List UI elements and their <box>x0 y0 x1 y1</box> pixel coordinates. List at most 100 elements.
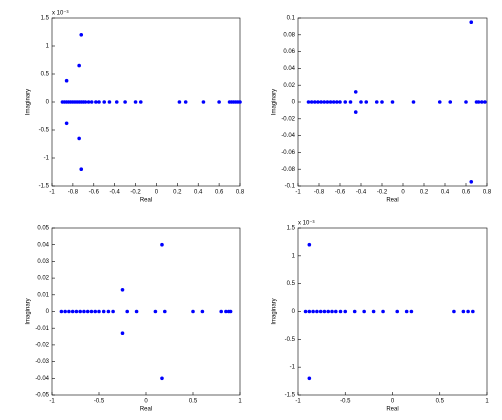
x-tick-label: -0.4 <box>356 190 367 196</box>
point <box>67 309 71 314</box>
point <box>201 100 206 104</box>
y-tick-label: -0.05 <box>35 393 49 399</box>
point <box>86 100 91 104</box>
point <box>343 100 348 104</box>
point <box>452 309 456 314</box>
y-tick-label: -0.08 <box>281 167 295 173</box>
y-tick-label: 0 <box>292 309 296 315</box>
y-tick-label: 0.06 <box>283 49 295 55</box>
point <box>183 100 188 104</box>
x-tick-label: 0.5 <box>189 399 198 405</box>
point <box>177 100 182 104</box>
x-tick-label: -0.6 <box>335 190 346 196</box>
x-tick-label: 0 <box>155 190 159 196</box>
y-tick-label: 0.5 <box>287 281 296 287</box>
point <box>353 90 358 94</box>
point <box>464 100 468 104</box>
point <box>353 110 358 114</box>
point <box>111 309 115 314</box>
point <box>381 309 385 314</box>
point <box>83 100 88 104</box>
point <box>322 309 327 314</box>
point <box>102 100 107 104</box>
point <box>483 100 487 104</box>
point <box>200 309 205 314</box>
point <box>469 180 474 184</box>
x-tick-label: -0.8 <box>314 190 325 196</box>
point <box>238 100 242 104</box>
point <box>120 287 125 292</box>
point <box>313 100 317 104</box>
point <box>82 309 86 314</box>
x-tick-label: -1 <box>49 399 55 405</box>
x-tick-label: -0.4 <box>109 190 120 196</box>
point <box>330 309 334 314</box>
point <box>395 309 400 314</box>
x-tick-label: 0.6 <box>215 190 224 196</box>
point <box>338 100 342 104</box>
point <box>77 63 81 68</box>
y-exponent: x 10⁻³ <box>52 11 69 17</box>
point <box>228 309 233 314</box>
x-tick-label: -0.5 <box>94 399 105 405</box>
y-tick-label: -1 <box>44 156 50 162</box>
y-tick-label: -0.03 <box>35 359 49 365</box>
point <box>352 309 357 314</box>
y-tick-label: -0.1 <box>285 184 296 190</box>
y-tick-label: -1 <box>290 365 296 371</box>
point <box>307 309 312 314</box>
x-tick-label: -0.5 <box>340 399 351 405</box>
point <box>318 309 323 314</box>
y-tick-label: -1.5 <box>285 393 296 399</box>
y-tick-label: -0.04 <box>35 376 49 382</box>
point <box>79 167 84 171</box>
point <box>64 121 69 126</box>
y-tick-label: -0.02 <box>35 342 49 348</box>
y-tick-label: 0 <box>292 100 296 106</box>
point <box>374 100 379 104</box>
x-axis-label: Real <box>386 407 398 413</box>
y-tick-label: 0 <box>46 309 50 315</box>
point <box>93 309 98 314</box>
x-tick-label: 1 <box>485 399 489 405</box>
point <box>326 309 331 314</box>
point <box>322 100 327 104</box>
point <box>362 309 366 314</box>
point <box>89 100 94 104</box>
point <box>448 100 453 104</box>
point <box>217 100 221 104</box>
x-tick-label: 0.6 <box>462 190 471 196</box>
point <box>409 309 414 314</box>
point <box>138 100 143 104</box>
point <box>315 309 319 314</box>
point <box>63 309 67 314</box>
point <box>380 100 384 104</box>
point <box>469 20 474 25</box>
point <box>125 309 129 314</box>
point <box>343 309 348 314</box>
y-tick-label: -0.5 <box>39 128 50 134</box>
point <box>120 331 125 336</box>
point <box>466 309 470 314</box>
point <box>89 309 94 314</box>
point <box>106 309 111 314</box>
y-tick-label: 0.5 <box>41 72 50 78</box>
x-tick-label: 0.4 <box>194 190 203 196</box>
point <box>64 78 69 83</box>
point <box>476 100 481 104</box>
point <box>94 100 98 104</box>
point <box>309 100 314 104</box>
x-tick-label: -0.2 <box>130 190 141 196</box>
x-axis-label: Real <box>140 407 152 413</box>
y-tick-label: 1.5 <box>41 16 50 22</box>
point <box>307 376 312 381</box>
point <box>390 100 395 104</box>
x-tick-label: -0.8 <box>68 190 79 196</box>
point <box>316 100 320 104</box>
point <box>307 242 312 247</box>
y-tick-label: 0.08 <box>283 32 295 38</box>
point <box>437 100 442 104</box>
point <box>371 309 376 314</box>
x-tick-label: -0.6 <box>89 190 100 196</box>
